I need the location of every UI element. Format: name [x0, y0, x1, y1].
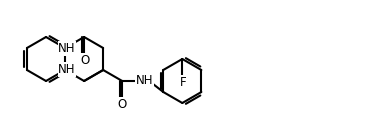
Text: NH: NH — [58, 42, 76, 55]
Text: O: O — [118, 98, 127, 111]
Text: F: F — [180, 76, 187, 89]
Text: NH: NH — [58, 63, 76, 76]
Text: O: O — [80, 54, 90, 67]
Text: NH: NH — [136, 74, 153, 87]
